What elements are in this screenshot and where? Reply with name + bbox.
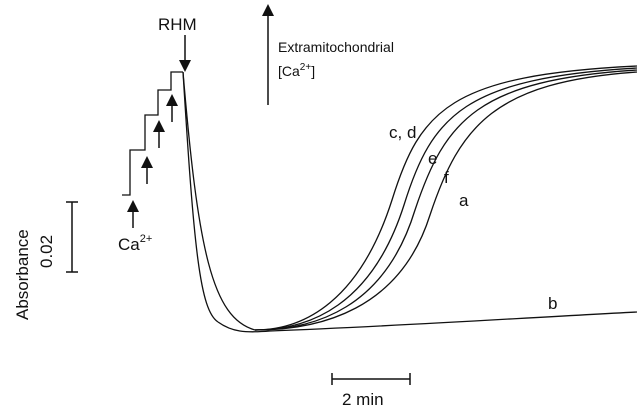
rhm-label: RHM bbox=[158, 15, 197, 34]
trace-drop bbox=[182, 71, 256, 331]
extra-label: Extramitochondrial bbox=[278, 39, 394, 55]
time-scale-label: 2 min bbox=[342, 390, 384, 409]
curve-label: e bbox=[428, 149, 437, 168]
trace-f bbox=[254, 69, 637, 331]
trace-a bbox=[254, 71, 637, 331]
ca-addition-label: Ca2+ bbox=[118, 233, 152, 254]
trace-cd bbox=[254, 65, 637, 331]
ca-bracket-label: [Ca2+] bbox=[278, 62, 315, 79]
curve-label: c, d bbox=[389, 123, 416, 142]
curve-label: b bbox=[548, 294, 557, 313]
trace-staircase bbox=[122, 71, 183, 196]
text: [Ca bbox=[278, 63, 300, 79]
absorbance-scale-label: 0.02 bbox=[37, 235, 56, 268]
absorbance-label: Absorbance bbox=[13, 229, 32, 320]
trace-e bbox=[254, 67, 637, 331]
text: ] bbox=[311, 63, 315, 79]
text: Ca bbox=[118, 235, 140, 254]
superscript: 2+ bbox=[140, 233, 153, 245]
trace-b bbox=[217, 311, 637, 333]
time-scale-bar bbox=[331, 373, 411, 385]
curve-label: f bbox=[444, 168, 449, 187]
trace-drop bbox=[182, 71, 219, 323]
superscript: 2+ bbox=[300, 62, 312, 73]
absorbance-scale-bar bbox=[66, 201, 78, 273]
curve-label: a bbox=[459, 191, 469, 210]
